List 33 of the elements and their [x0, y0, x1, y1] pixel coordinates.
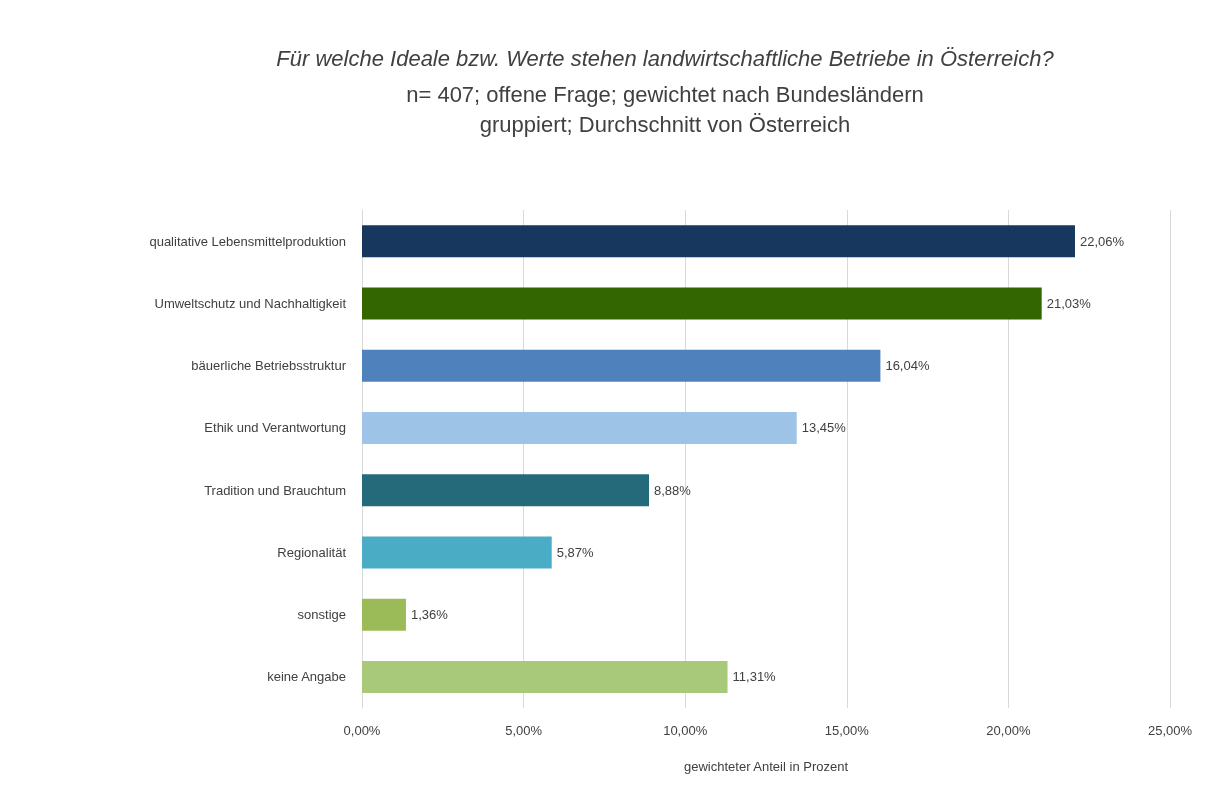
data-label: 1,36% — [410, 607, 449, 623]
bar — [362, 349, 881, 382]
x-tick-label: 15,00% — [824, 723, 870, 738]
data-label: 21,03% — [1046, 295, 1092, 311]
x-tick-label: 0,00% — [343, 723, 381, 738]
bar — [362, 598, 406, 631]
data-label: 8,88% — [654, 482, 692, 498]
y-tick-label: sonstige — [297, 607, 346, 623]
y-tick-label: Ethik und Verantwortung — [204, 420, 346, 436]
x-tick-label: 20,00% — [986, 723, 1031, 738]
y-tick-label: keine Angabe — [267, 669, 346, 685]
x-tick-label: 25,00% — [1147, 723, 1193, 738]
y-tick-label: qualitative Lebensmittelproduktion — [149, 233, 346, 249]
y-tick-label: Regionalität — [277, 544, 347, 560]
data-label: 11,31% — [732, 669, 777, 685]
bar — [362, 536, 552, 569]
bar — [362, 411, 797, 444]
chart-title: Für welche Ideale bzw. Werte stehen landwirtschaftliche Betriebe in Österreich? — [276, 45, 1055, 71]
bar — [362, 660, 728, 693]
data-label: 16,04% — [885, 358, 930, 374]
y-tick-label: Tradition und Brauchtum — [204, 482, 346, 498]
y-tick-label: bäuerliche Betriebsstruktur — [191, 358, 347, 374]
bar — [362, 225, 1075, 258]
bar — [362, 287, 1042, 320]
x-tick-label: 10,00% — [663, 723, 708, 738]
data-label: 5,87% — [556, 544, 595, 560]
y-tick-label: Umweltschutz und Nachhaltigkeit — [154, 295, 347, 311]
x-axis-title: gewichteter Anteil in Prozent — [683, 759, 849, 774]
data-label: 13,45% — [801, 420, 847, 436]
x-tick-label: 5,00% — [505, 723, 543, 738]
bar — [362, 474, 649, 507]
data-label: 22,06% — [1079, 233, 1125, 249]
chart-subtitle: n= 407; offene Frage; gewichtet nach Bundesländern gruppiert; Durchschnitt von Österreich — [406, 81, 924, 137]
